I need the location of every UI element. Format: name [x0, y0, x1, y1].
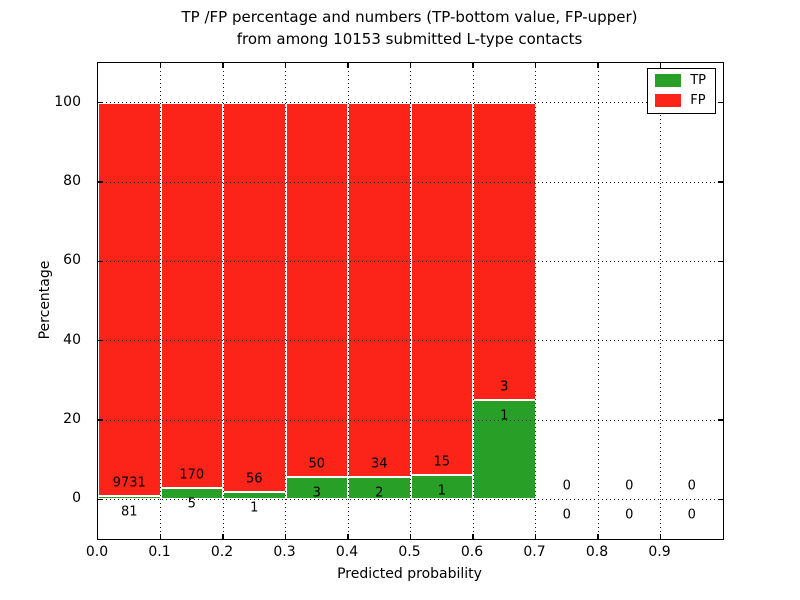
x-tick-mark: [159, 534, 162, 539]
tp-color-swatch: [655, 74, 682, 87]
x-tick-label: 0.6: [460, 544, 484, 560]
tp-count-label: 0: [625, 507, 634, 523]
y-tick-mark: [98, 181, 103, 183]
x-tick-label: 0.3: [273, 544, 296, 560]
legend-row-tp: TP: [655, 74, 706, 87]
y-tick-label: 0: [72, 490, 81, 507]
y-axis-label: Percentage: [37, 260, 53, 340]
legend-label-tp: TP: [690, 73, 706, 88]
y-tick-label: 40: [63, 331, 81, 348]
fp-bar-segment: [160, 102, 223, 488]
tp-count-label: 81: [120, 504, 138, 520]
vertical-gridline: [222, 63, 224, 539]
fp-bar-segment: [223, 102, 286, 493]
fp-color-swatch: [655, 94, 682, 107]
fp-count-label: 3: [500, 379, 509, 395]
fp-count-label: 34: [370, 456, 388, 472]
tp-count-label: 1: [437, 483, 446, 499]
x-tick-mark: [659, 534, 662, 539]
y-tick-label: 100: [54, 93, 81, 110]
fp-count-label: 0: [625, 478, 634, 494]
tp-count-label: 5: [187, 496, 196, 512]
fp-bar-segment: [473, 102, 536, 401]
x-tick-label: 0.0: [85, 544, 109, 560]
x-tick-mark: [347, 63, 349, 68]
y-tick-label: 60: [63, 252, 81, 269]
vertical-gridline: [660, 63, 661, 539]
fp-count-label: 15: [433, 454, 451, 470]
tp-count-label: 1: [500, 408, 509, 424]
fp-count-label: 0: [562, 478, 571, 494]
legend: TP FP: [647, 68, 716, 114]
x-tick-label: 0.9: [648, 544, 671, 560]
y-tick-mark: [98, 339, 103, 342]
vertical-gridline: [347, 63, 349, 539]
x-tick-mark: [472, 63, 474, 68]
x-tick-mark: [284, 534, 287, 539]
x-tick-label: 0.5: [398, 544, 421, 560]
tp-count-label: 1: [250, 500, 259, 516]
y-tick-mark: [718, 419, 723, 421]
x-tick-mark: [222, 534, 224, 539]
legend-label-fp: FP: [690, 93, 706, 108]
vertical-gridline: [160, 63, 161, 539]
chart-title-line2: from among 10153 submitted L-type contac…: [236, 30, 583, 48]
fp-count-label: 0: [687, 478, 696, 494]
x-tick-mark: [284, 63, 287, 68]
tp-count-label: 0: [687, 507, 696, 523]
fp-count-label: 50: [308, 456, 326, 472]
vertical-gridline: [285, 63, 286, 539]
plot-area: TP FP 9731 81 170 5 56 1 50 3 34 2 15 1 3 1 0 0 0 0 0 0: [97, 62, 724, 540]
x-tick-mark: [222, 63, 224, 68]
fp-count-label: 9731: [112, 475, 146, 491]
vertical-gridline: [535, 63, 536, 539]
x-tick-mark: [409, 534, 412, 539]
x-tick-mark: [472, 534, 474, 539]
tp-bar-segment: [410, 474, 473, 500]
y-tick-mark: [98, 419, 103, 421]
chart-title-line1: TP /FP percentage and numbers (TP-bottom…: [181, 8, 638, 26]
y-tick-mark: [98, 498, 103, 501]
tp-count-label: 3: [312, 485, 321, 501]
x-tick-label: 0.1: [148, 544, 171, 560]
legend-row-fp: FP: [655, 94, 706, 107]
y-tick-mark: [718, 498, 723, 501]
y-tick-label: 20: [63, 411, 81, 427]
tp-count-label: 0: [562, 507, 571, 523]
y-tick-mark: [718, 181, 723, 183]
x-tick-mark: [534, 534, 537, 539]
x-tick-label: 0.4: [335, 544, 359, 560]
x-tick-label: 0.2: [210, 544, 234, 560]
x-tick-mark: [659, 63, 662, 68]
y-tick-label: 80: [63, 173, 81, 189]
x-axis-label: Predicted probability: [337, 566, 482, 582]
x-tick-mark: [159, 63, 162, 68]
fp-count-label: 170: [179, 467, 205, 483]
x-tick-mark: [409, 63, 412, 68]
x-tick-mark: [597, 63, 599, 68]
y-tick-mark: [98, 260, 103, 263]
y-tick-mark: [98, 101, 103, 104]
fp-bar-segment: [285, 102, 348, 477]
vertical-gridline: [472, 63, 474, 539]
x-tick-mark: [347, 534, 349, 539]
x-tick-label: 0.7: [523, 544, 546, 560]
tp-count-label: 2: [375, 485, 384, 501]
fp-bar-segment: [348, 102, 411, 478]
x-tick-mark: [534, 63, 537, 68]
x-tick-mark: [597, 534, 599, 539]
chart-title: TP /FP percentage and numbers (TP-bottom…: [97, 6, 722, 50]
y-tick-mark: [718, 260, 723, 263]
fp-bar-segment: [98, 102, 161, 497]
fp-bar-segment: [410, 102, 473, 475]
y-tick-mark: [718, 339, 723, 342]
vertical-gridline: [597, 63, 599, 539]
x-tick-label: 0.8: [585, 544, 609, 560]
fp-count-label: 56: [245, 471, 263, 487]
vertical-gridline: [410, 63, 411, 539]
y-tick-mark: [718, 101, 723, 104]
